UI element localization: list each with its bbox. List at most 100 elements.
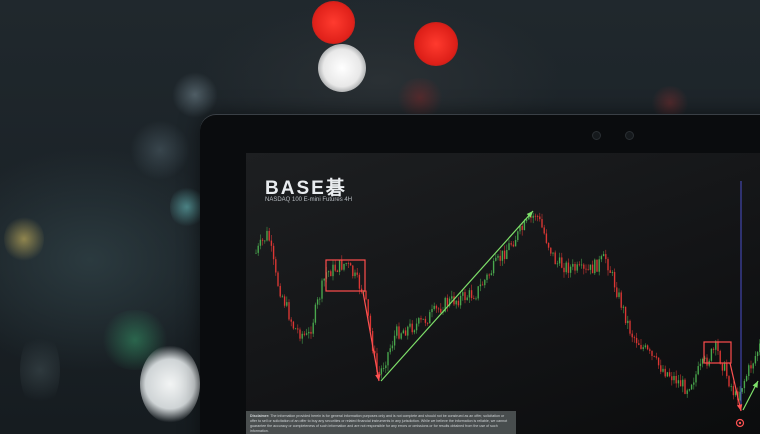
candle-body [352,265,354,277]
candle-body [638,343,640,345]
candle-body [435,305,438,309]
candle-body [475,298,477,300]
candle-body [528,216,530,220]
candle-body [389,348,391,353]
candle-body [457,300,460,306]
candle-body [451,296,453,299]
candle-body [506,249,508,260]
candle-body [541,219,543,228]
candle-body [664,368,666,377]
candle-body [563,267,565,273]
candle-body [418,318,420,324]
candle-body [409,323,411,327]
candle-body [272,245,275,260]
candle-body [332,264,334,277]
candle-body [525,219,528,222]
candle-body [521,225,523,231]
bokeh-light-dim [20,330,60,410]
candle-body [413,330,416,333]
candle-body [378,371,380,375]
candle-body [734,391,737,396]
candle-body [455,300,457,305]
candle-body [360,288,363,293]
candle-body [561,257,563,268]
candle-body [440,308,442,313]
candle-body [468,290,471,298]
candle-body [512,244,515,247]
candle-body [429,312,431,324]
candle-body [264,240,266,242]
candle-body [279,285,281,297]
candle-body [682,379,684,387]
candle-body [345,263,347,264]
candle-body [686,390,688,394]
candle-body [602,254,605,257]
candle-body [710,348,713,361]
candle-body [294,328,297,330]
candle-body [497,255,499,258]
candle-body [706,357,708,366]
laptop-screen: BASE碁 NASDAQ 100 E-mini Futures 4H Discl… [246,153,760,434]
candle-body [684,379,686,394]
candle-body [404,330,407,336]
candle-body [426,322,429,324]
candle-body [622,306,625,308]
candle-body [299,329,301,339]
candle-body [646,345,649,350]
candle-body [723,363,726,371]
candle-body [519,225,521,232]
candle-body [503,250,506,260]
candle-body [286,302,288,306]
candle-body [261,239,264,241]
candle-body [490,273,493,276]
candle-body [594,259,596,274]
candle-body [640,344,642,350]
candle-body [523,221,526,231]
candle-body [266,230,268,241]
candle-body [662,368,664,372]
candle-body [530,216,532,218]
candle-body [301,333,303,339]
candle-body [620,292,622,308]
brand-logo: BASE碁 [265,178,347,199]
candle-body [712,348,715,350]
candle-body [752,363,754,369]
candle-body [277,272,279,286]
candle-body [677,380,680,384]
candle-body [365,290,367,300]
candle-body [433,305,435,309]
arrow-down-head [736,404,743,411]
candle-body [655,356,658,358]
candle-body [486,274,488,280]
candle-body [343,263,345,270]
candle-body [396,326,398,336]
candle-body [596,259,598,272]
candle-body [334,264,336,271]
candle-body [624,306,627,324]
candle-body [609,270,611,273]
candle-body [270,240,273,246]
candle-body [534,215,537,217]
candle-body [283,296,286,306]
candle-body [501,250,504,261]
candle-body [605,254,607,260]
candle-body [675,375,677,384]
candle-body [305,333,308,335]
arrow-up-head [526,211,533,218]
candle-body [303,333,306,335]
candle-body [750,365,752,369]
candle-body [600,256,603,260]
candle-body [290,319,292,322]
candle-body [756,352,759,357]
candle-body [402,330,405,334]
candle-body [492,260,495,274]
candle-body [552,252,554,254]
candle-body [591,264,594,274]
candle-body [627,320,629,324]
candle-body [598,259,600,272]
candle-body [281,296,284,298]
candle-body [629,320,631,334]
disclaimer-label: Disclaimer: [250,414,270,418]
candle-body [693,382,695,385]
candle-body [717,341,719,351]
